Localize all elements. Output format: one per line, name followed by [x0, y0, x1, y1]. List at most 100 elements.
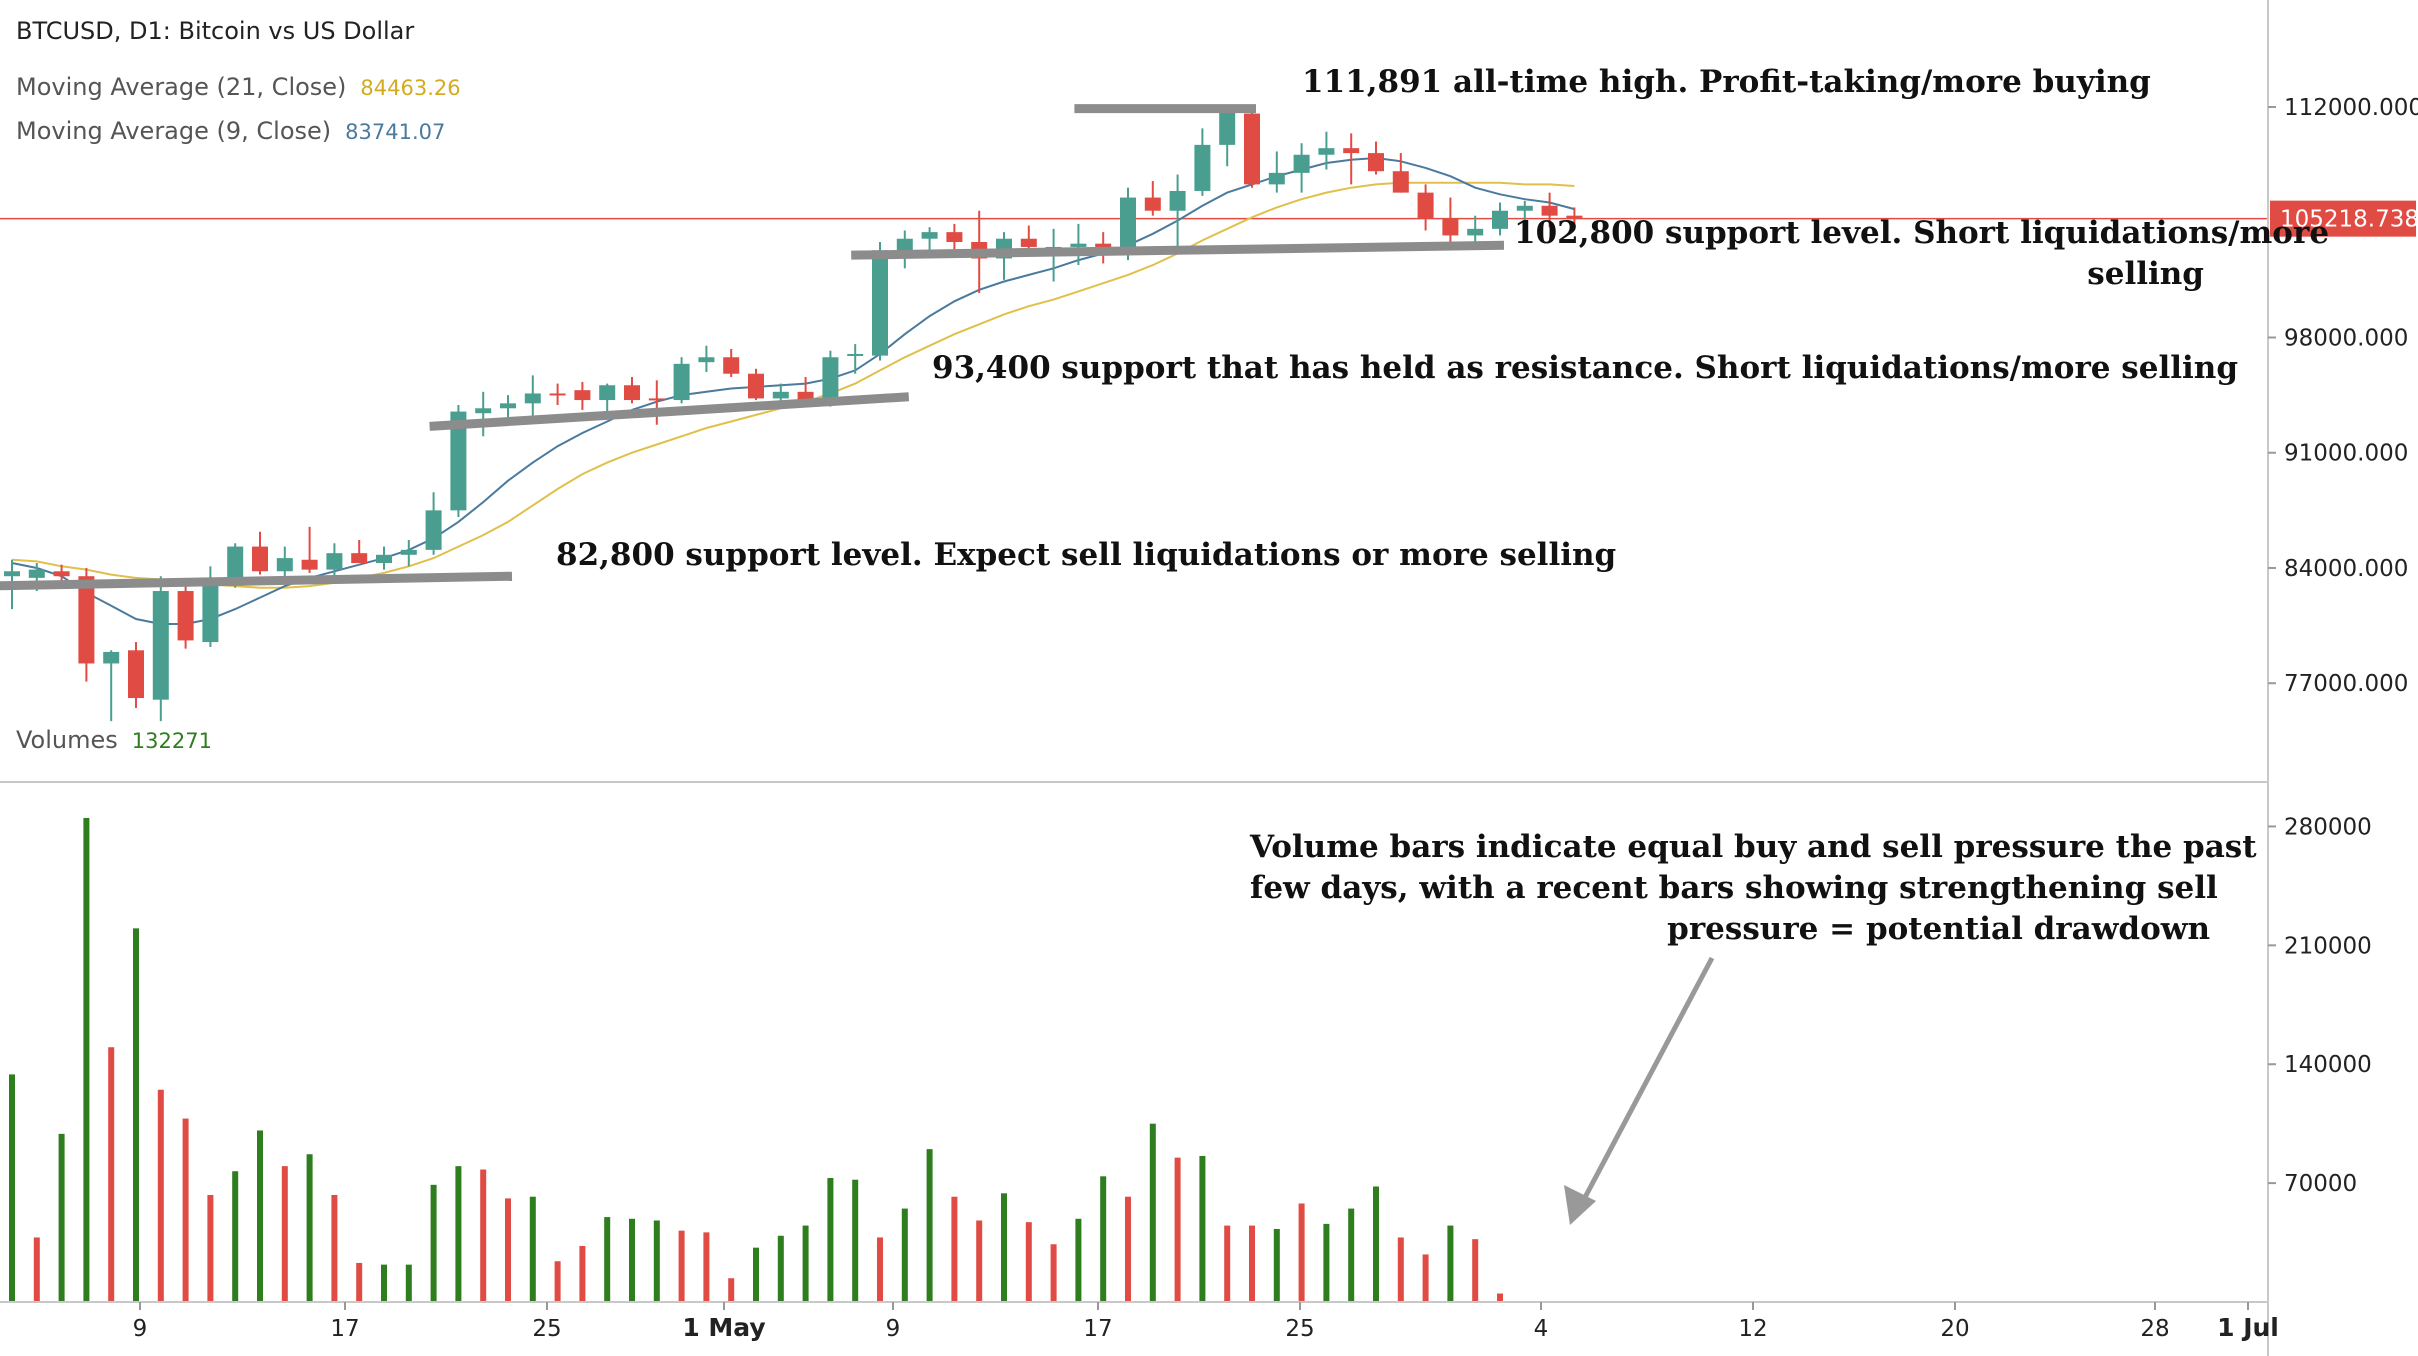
- candle: [1169, 174, 1186, 254]
- volume-bar: [232, 1171, 239, 1302]
- support-102800-line1: 102,800 support level. Short liquidation…: [1514, 215, 2330, 251]
- volume-bar: [157, 1089, 164, 1302]
- candle-body: [1020, 238, 1037, 247]
- candle-body: [648, 398, 665, 401]
- volume-bar: [951, 1196, 958, 1302]
- time-tick-label: 9: [886, 1316, 901, 1342]
- candle: [574, 381, 591, 410]
- candle: [1392, 153, 1409, 193]
- candle-body: [748, 373, 764, 399]
- candle: [301, 526, 318, 573]
- volume-bar: [926, 1149, 933, 1302]
- volume-bar: [852, 1179, 859, 1302]
- volume-bar: [728, 1278, 735, 1302]
- candle-body: [376, 554, 392, 564]
- volume-bar: [678, 1230, 685, 1302]
- volume-bar: [1100, 1176, 1107, 1302]
- volume-bar: [83, 817, 90, 1302]
- volume-bar: [1298, 1203, 1305, 1302]
- volume-bar: [1025, 1222, 1032, 1302]
- ma9-label: Moving Average (9, Close): [16, 117, 332, 145]
- ma21-label: Moving Average (21, Close): [16, 73, 347, 101]
- candle-body: [524, 393, 541, 404]
- price-tick-label: 98000.000: [2284, 325, 2408, 351]
- volume-bar: [381, 1264, 387, 1302]
- candle: [1516, 200, 1533, 243]
- candle-body: [1442, 218, 1459, 236]
- candle-body: [351, 553, 368, 564]
- volume-bar: [1373, 1186, 1379, 1302]
- volume-bar: [133, 928, 139, 1302]
- ma9-value: 83741.07: [345, 120, 446, 144]
- volume-bar: [529, 1196, 536, 1302]
- candle-body: [1467, 228, 1484, 236]
- candle-body: [1070, 243, 1087, 247]
- candle-body: [1169, 190, 1186, 211]
- volume-bar: [554, 1261, 561, 1302]
- volume-note-line3: pressure = potential drawdown: [1667, 911, 2210, 947]
- candle: [1293, 143, 1310, 193]
- time-tick-label: 9: [133, 1316, 148, 1342]
- candle: [475, 391, 492, 437]
- candle-body: [946, 232, 963, 243]
- candle-body: [202, 577, 219, 643]
- support-line: [851, 240, 1505, 260]
- candle: [549, 383, 566, 405]
- candle: [1566, 207, 1583, 228]
- volume-tick-label: 140000: [2284, 1052, 2372, 1078]
- time-tick-label: 17: [1083, 1316, 1112, 1342]
- volume-bar: [877, 1237, 883, 1302]
- volume-bar: [1422, 1254, 1429, 1302]
- candle-body: [252, 546, 268, 572]
- ma9-legend: Moving Average (9, Close) 83741.07: [16, 117, 445, 145]
- candle-body: [152, 591, 169, 700]
- candle: [723, 349, 740, 378]
- candle-body: [574, 390, 591, 401]
- volume-bar: [703, 1232, 710, 1302]
- time-tick-label: 1 May: [682, 1313, 765, 1342]
- candle-body: [1318, 148, 1335, 155]
- candle: [1541, 192, 1558, 228]
- volume-bar: [1199, 1155, 1206, 1302]
- volume-bar: [1174, 1157, 1181, 1302]
- candle-body: [872, 250, 888, 356]
- candle-body: [53, 571, 70, 577]
- candle: [748, 368, 764, 401]
- candle-body: [1244, 113, 1260, 185]
- candle-body: [1492, 210, 1508, 229]
- price-tick-label: 112000.000: [2284, 95, 2418, 121]
- volumes-legend: Volumes 132271: [16, 726, 212, 754]
- volume-bar: [653, 1220, 660, 1302]
- candle-body: [425, 510, 442, 550]
- volume-bar: [207, 1195, 214, 1302]
- volume-bar: [1397, 1237, 1404, 1302]
- time-tick-label: 25: [532, 1316, 561, 1342]
- candle-body: [326, 553, 343, 570]
- candle: [376, 546, 392, 570]
- volume-bar: [1447, 1225, 1454, 1302]
- volume-bar: [1125, 1196, 1131, 1302]
- volume-bar: [1149, 1123, 1156, 1302]
- volume-arrow-shaft: [1579, 956, 1715, 1205]
- candle-body: [624, 385, 640, 401]
- volume-bar: [579, 1245, 586, 1302]
- candle: [128, 642, 144, 708]
- candle: [1070, 223, 1087, 266]
- candle-body: [1343, 148, 1360, 154]
- candle-body: [400, 549, 417, 555]
- ma21-legend: Moving Average (21, Close) 84463.26: [16, 73, 461, 101]
- support-line: [0, 571, 513, 591]
- volume-bar: [1050, 1244, 1057, 1302]
- chart-title: BTCUSD, D1: Bitcoin vs US Dollar: [16, 17, 414, 45]
- candle: [698, 345, 715, 373]
- candle-body: [276, 558, 293, 572]
- candle-body: [1144, 197, 1161, 211]
- candle: [648, 380, 665, 425]
- volume-bar: [777, 1235, 784, 1302]
- volumes-label: Volumes: [16, 726, 118, 754]
- support-line: [429, 392, 910, 431]
- candle: [1442, 197, 1459, 243]
- candle-body: [1541, 205, 1558, 216]
- candle-body: [4, 571, 20, 577]
